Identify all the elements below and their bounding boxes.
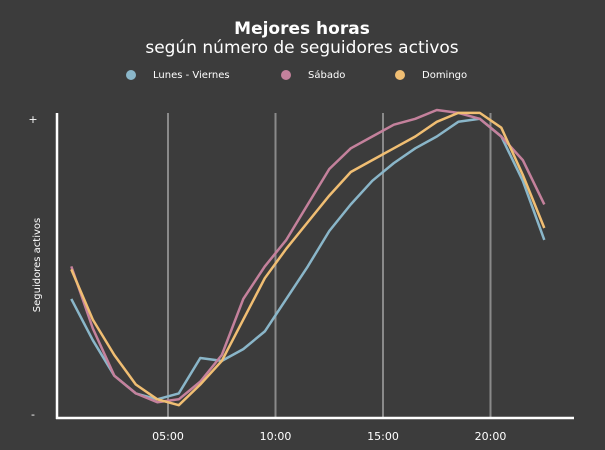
y-tick-label: - xyxy=(31,408,35,421)
y-tick-label: + xyxy=(28,113,37,126)
x-tick-label: 10:00 xyxy=(260,430,292,443)
legend-label: Lunes - Viernes xyxy=(153,70,230,81)
x-tick-label: 20:00 xyxy=(475,430,507,443)
series-line xyxy=(70,117,546,401)
x-tick-label: 05:00 xyxy=(152,430,184,443)
legend-marker xyxy=(126,70,136,80)
y-axis-label: Seguidores activos xyxy=(32,218,43,312)
legend-label: Sábado xyxy=(308,69,345,81)
chart-title: Mejores horas xyxy=(234,19,370,39)
chart-subtitle: según número de seguidores activos xyxy=(145,38,458,58)
x-tick-label: 15:00 xyxy=(367,430,399,443)
series-line xyxy=(70,111,546,407)
series-line xyxy=(70,108,546,404)
legend-marker xyxy=(395,70,405,80)
legend-label: Domingo xyxy=(422,70,467,81)
legend-marker xyxy=(281,70,291,80)
